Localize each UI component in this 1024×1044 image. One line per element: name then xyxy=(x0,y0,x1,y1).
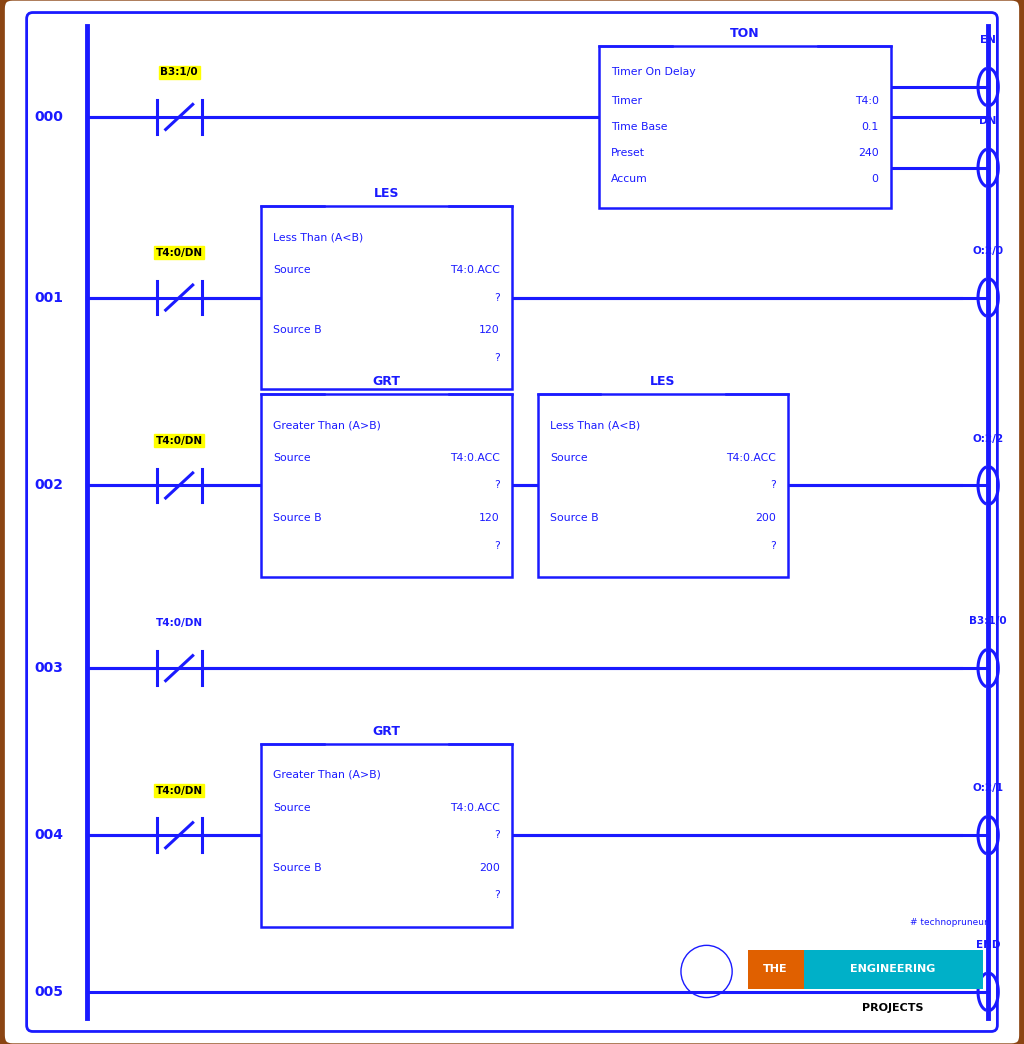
Text: T4:0.ACC: T4:0.ACC xyxy=(450,803,500,813)
Text: END: END xyxy=(976,940,1000,950)
Text: Less Than (A<B): Less Than (A<B) xyxy=(550,420,640,430)
Text: B3:1/0: B3:1/0 xyxy=(161,67,198,77)
Text: Less Than (A<B): Less Than (A<B) xyxy=(273,232,364,242)
Text: T4:0.ACC: T4:0.ACC xyxy=(450,265,500,276)
Text: Source B: Source B xyxy=(273,514,322,523)
Text: ?: ? xyxy=(494,353,500,363)
Text: T4:0.ACC: T4:0.ACC xyxy=(450,453,500,464)
Text: T4:0: T4:0 xyxy=(855,96,879,106)
FancyBboxPatch shape xyxy=(27,13,997,1031)
Text: 200: 200 xyxy=(756,514,776,523)
Text: 120: 120 xyxy=(479,326,500,335)
Text: 120: 120 xyxy=(479,514,500,523)
FancyBboxPatch shape xyxy=(261,394,512,576)
Text: Source: Source xyxy=(273,803,311,813)
Text: T4:0.ACC: T4:0.ACC xyxy=(726,453,776,464)
Text: EN: EN xyxy=(980,35,996,45)
FancyBboxPatch shape xyxy=(538,394,788,576)
Text: 240: 240 xyxy=(858,148,879,159)
Text: 000: 000 xyxy=(35,110,63,124)
Text: 0: 0 xyxy=(871,174,879,184)
Text: T4:0/DN: T4:0/DN xyxy=(156,785,203,796)
Text: Greater Than (A>B): Greater Than (A>B) xyxy=(273,769,381,780)
Text: 001: 001 xyxy=(35,290,63,305)
Text: T4:0/DN: T4:0/DN xyxy=(156,247,203,258)
Text: 003: 003 xyxy=(35,661,63,675)
Text: Preset: Preset xyxy=(611,148,645,159)
Text: THE: THE xyxy=(763,965,787,974)
Text: Greater Than (A>B): Greater Than (A>B) xyxy=(273,420,381,430)
Text: # technopruneur: # technopruneur xyxy=(910,918,988,927)
Text: ?: ? xyxy=(494,891,500,901)
Text: ?: ? xyxy=(770,480,776,491)
FancyBboxPatch shape xyxy=(261,743,512,927)
Text: 002: 002 xyxy=(35,478,63,493)
Text: LES: LES xyxy=(650,375,676,387)
Text: GRT: GRT xyxy=(373,375,400,387)
Text: Timer: Timer xyxy=(611,96,642,106)
Text: DN: DN xyxy=(980,116,996,126)
Text: ?: ? xyxy=(494,541,500,551)
Text: ?: ? xyxy=(770,541,776,551)
Text: TON: TON xyxy=(730,27,760,40)
Text: T4:0/DN: T4:0/DN xyxy=(156,618,203,628)
Text: 200: 200 xyxy=(479,863,500,873)
Text: 0.1: 0.1 xyxy=(861,122,879,133)
Text: Source: Source xyxy=(273,265,311,276)
Text: 004: 004 xyxy=(35,828,63,843)
Text: PROJECTS: PROJECTS xyxy=(862,1002,924,1013)
Text: ENGINEERING: ENGINEERING xyxy=(850,965,936,974)
Text: O:2/2: O:2/2 xyxy=(973,433,1004,444)
Text: ?: ? xyxy=(494,480,500,491)
FancyBboxPatch shape xyxy=(804,950,983,990)
FancyBboxPatch shape xyxy=(748,950,804,990)
Text: Source: Source xyxy=(550,453,588,464)
Text: Accum: Accum xyxy=(611,174,648,184)
Text: O:2/1: O:2/1 xyxy=(973,783,1004,793)
FancyBboxPatch shape xyxy=(261,207,512,389)
Text: ?: ? xyxy=(494,292,500,303)
Text: ?: ? xyxy=(494,830,500,840)
Text: Timer On Delay: Timer On Delay xyxy=(611,68,696,77)
Text: T4:0/DN: T4:0/DN xyxy=(156,435,203,446)
Text: Time Base: Time Base xyxy=(611,122,668,133)
Text: B3:1/0: B3:1/0 xyxy=(970,616,1007,626)
Text: Source B: Source B xyxy=(550,514,598,523)
FancyBboxPatch shape xyxy=(599,46,891,209)
Text: LES: LES xyxy=(374,187,399,200)
Text: Source: Source xyxy=(273,453,311,464)
Text: 005: 005 xyxy=(35,984,63,999)
Text: Source B: Source B xyxy=(273,863,322,873)
Text: GRT: GRT xyxy=(373,725,400,737)
Text: Source B: Source B xyxy=(273,326,322,335)
Text: O:2/0: O:2/0 xyxy=(973,245,1004,256)
